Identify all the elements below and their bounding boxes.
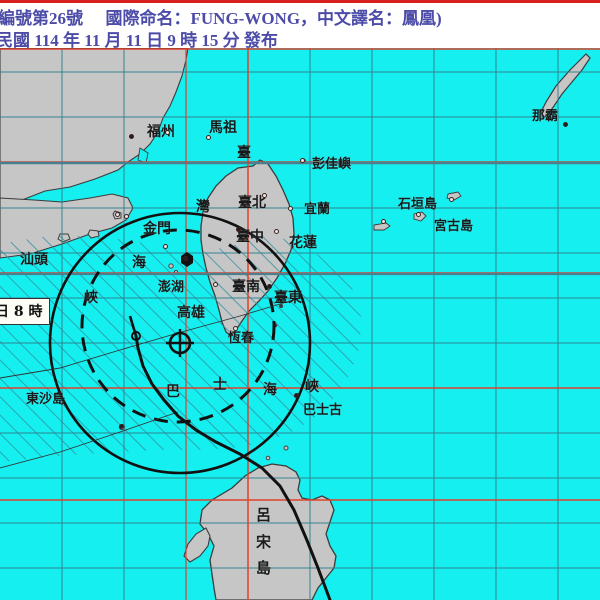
bulletin-title-line: 編號第26號 國際命名：FUNG-WONG，中文譯名：鳳凰) [0,4,442,29]
city-marker-dot [300,158,305,163]
city-marker-dot [262,193,267,198]
city-marker-dot [115,212,120,217]
city-marker-dot [206,135,211,140]
weather-map[interactable]: 福州 馬祖臺彭佳嶼 那霸灣臺北 宜蘭 石垣島 宮古島 金門 臺中 花蓮 汕頭海澎湖 臺南 臺東峽高雄恆… [0,48,600,600]
place-label: 峽 [84,290,98,306]
bulletin-header: 編號第26號 國際命名：FUNG-WONG，中文譯名：鳳凰) 民國 114 年 … [0,3,600,50]
bulletin-issue-time: 民國 114 年 11 月 11 日 9 時 15 分 發布 [0,31,278,50]
city-marker-dot [236,227,241,232]
city-marker-dot [124,214,129,219]
city-marker-dot [449,197,454,202]
city-marker-dot [274,229,279,234]
place-label: 巴士古 [303,403,343,418]
city-marker-dot [294,393,299,398]
place-label: 高雄 [177,305,205,321]
place-label: 宋 [256,533,272,551]
place-label: 臺中 [236,229,264,245]
city-marker-dot [129,134,134,139]
city-marker-dot [119,424,124,429]
place-label: 臺北 [238,195,266,211]
city-marker-dot [233,326,238,331]
city-marker-dot [288,206,293,211]
place-label: 金門 [143,221,171,237]
city-marker-dot [267,284,272,289]
top-red-rule [0,0,600,3]
place-label: 臺東 [274,290,302,306]
city-marker-dot [183,256,188,261]
city-marker-dot [563,122,568,127]
place-label: 呂 [256,506,272,524]
place-label: 臺 [237,145,251,161]
place-label: 臺南 [232,279,260,295]
place-label: 巴 [166,384,180,400]
place-label: 澎湖 [158,280,185,295]
place-label: 宜蘭 [304,202,331,217]
map-graphics [0,48,600,600]
city-marker-dot [213,282,218,287]
place-label: 馬祖 [209,120,237,136]
place-label: 峽 [305,379,319,395]
place-label: 東沙島 [26,392,66,407]
place-label: 海 [132,255,146,271]
place-label: 福州 [147,124,175,140]
storm-international-name: 國際命名：FUNG-WONG，中文譯名：鳳凰) [105,9,442,28]
forecast-time-callout: 日 8 時 [0,298,50,325]
place-label: 石垣島 [398,197,438,212]
place-label: 恆春 [228,331,255,346]
place-label: 那霸 [532,109,559,124]
place-label: 士 [213,377,227,393]
city-marker-dot [416,212,421,217]
place-label: 灣 [196,199,210,215]
place-label: 汕頭 [20,252,48,268]
storm-number: 編號第26號 [0,9,83,28]
city-marker-dot [381,219,386,224]
city-marker-dot [163,244,168,249]
city-marker-dot [165,130,170,135]
place-label: 宮古島 [434,219,474,234]
place-label: 海 [263,382,277,398]
place-label: 島 [256,559,272,577]
place-label: 花蓮 [289,235,317,251]
place-label: 彭佳嶼 [312,157,352,172]
